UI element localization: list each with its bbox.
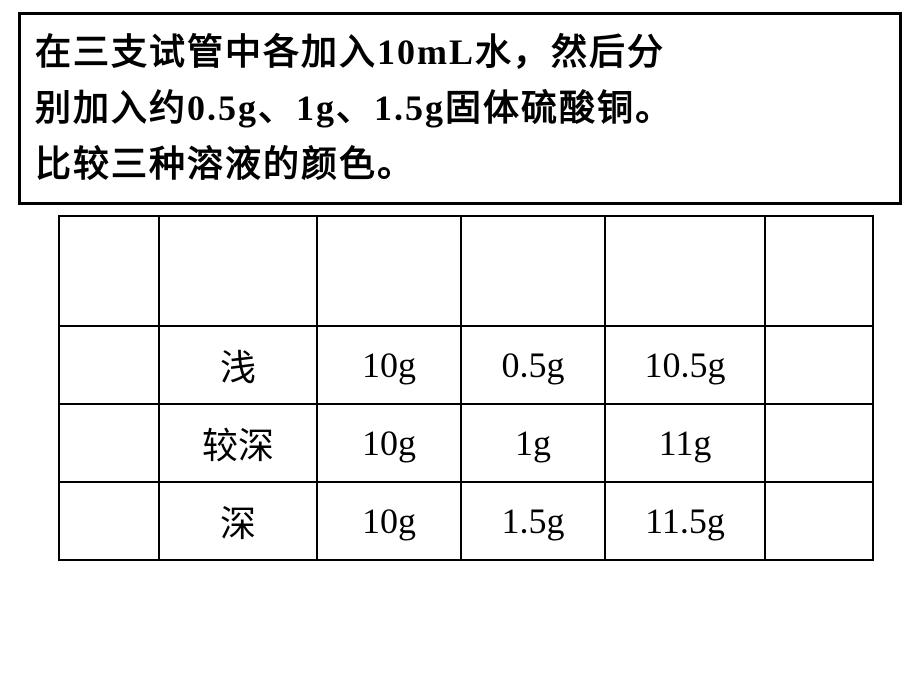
- text-seg: 0.5g: [187, 88, 258, 128]
- cell: [765, 326, 873, 404]
- cell-color-label: 浅: [159, 326, 317, 404]
- header-cell: [59, 216, 159, 326]
- table-header-row: [59, 216, 873, 326]
- cell: [59, 326, 159, 404]
- header-cell: [765, 216, 873, 326]
- cell-color-label: 较深: [159, 404, 317, 482]
- cell-value: 11.5g: [605, 482, 765, 560]
- text-seg: 。: [635, 88, 673, 128]
- instruction-text: 在三支试管中各加入10mL水，然后分 别加入约0.5g、1g、1.5g固体硫酸铜…: [35, 25, 885, 192]
- text-seg: 比较三种溶液的颜色: [35, 144, 377, 184]
- header-cell: [317, 216, 461, 326]
- cell: [59, 482, 159, 560]
- cell-value: 1g: [461, 404, 605, 482]
- header-cell: [159, 216, 317, 326]
- instruction-box: 在三支试管中各加入10mL水，然后分 别加入约0.5g、1g、1.5g固体硫酸铜…: [18, 12, 902, 205]
- table-row: 较深 10g 1g 11g: [59, 404, 873, 482]
- cell-value: 10g: [317, 404, 461, 482]
- text-seg: 水，然后分: [475, 32, 665, 72]
- header-cell: [461, 216, 605, 326]
- text-seg: 别加入约: [35, 88, 187, 128]
- text-seg: 10mL: [377, 32, 475, 72]
- cell-value: 11g: [605, 404, 765, 482]
- cell: [765, 482, 873, 560]
- text-seg: 1.5g: [374, 88, 445, 128]
- cell: [765, 404, 873, 482]
- cell-value: 0.5g: [461, 326, 605, 404]
- text-seg: 在三支试管中各加入: [35, 32, 377, 72]
- data-table: 浅 10g 0.5g 10.5g 较深 10g 1g 11g 深 10g 1.5…: [58, 215, 874, 561]
- cell-value: 10g: [317, 326, 461, 404]
- text-seg: 1g: [296, 88, 336, 128]
- cell-value: 1.5g: [461, 482, 605, 560]
- header-cell: [605, 216, 765, 326]
- table-row: 浅 10g 0.5g 10.5g: [59, 326, 873, 404]
- table-row: 深 10g 1.5g 11.5g: [59, 482, 873, 560]
- text-seg: 、: [258, 88, 296, 128]
- cell-color-label: 深: [159, 482, 317, 560]
- cell-value: 10g: [317, 482, 461, 560]
- cell: [59, 404, 159, 482]
- text-seg: 。: [377, 144, 415, 184]
- cell-value: 10.5g: [605, 326, 765, 404]
- text-seg: 、: [336, 88, 374, 128]
- text-seg: 固体硫酸铜: [445, 88, 635, 128]
